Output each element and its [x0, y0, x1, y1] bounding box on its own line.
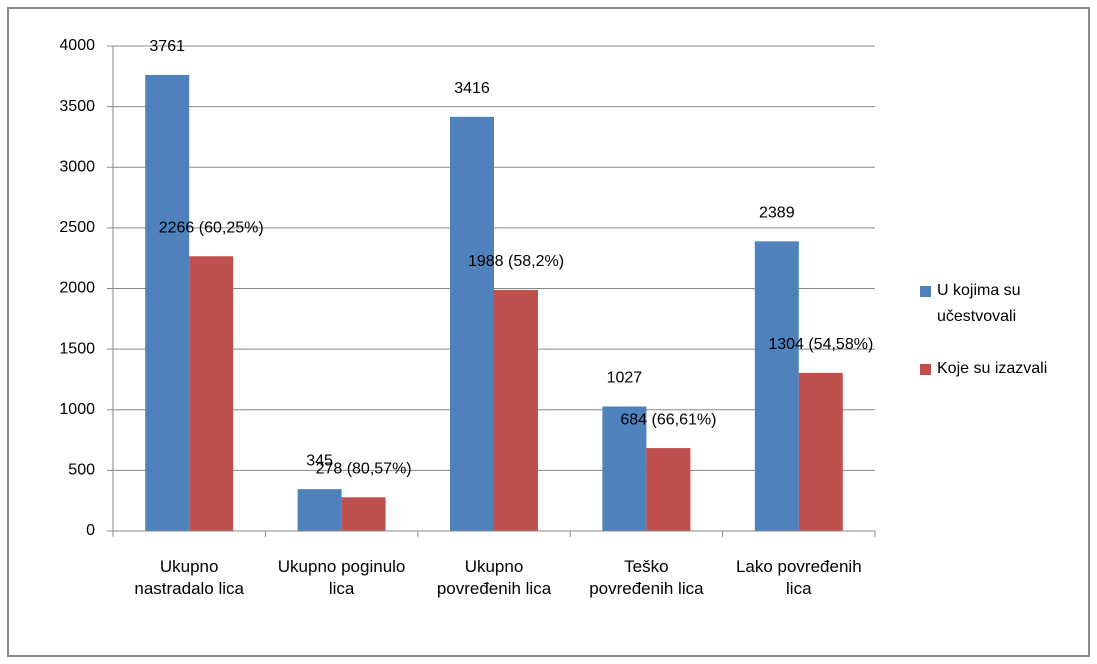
- y-tick-label: 4000: [59, 37, 95, 54]
- data-label: 3761: [149, 38, 185, 55]
- bar: [754, 241, 799, 532]
- x-tick-label: Ukupno nastradalo lica: [134, 557, 244, 598]
- y-tick-label: 1500: [59, 340, 95, 357]
- bar: [145, 74, 190, 531]
- legend-swatch: [920, 364, 931, 375]
- data-label: 2266 (60,25%): [159, 219, 264, 236]
- data-label: 684 (66,61%): [620, 411, 716, 428]
- data-label: 3416: [454, 80, 490, 97]
- data-label: 345: [306, 452, 333, 469]
- legend-swatch: [920, 286, 931, 297]
- y-tick-label: 3500: [59, 98, 95, 115]
- data-label: 2389: [759, 205, 795, 222]
- bar: [341, 497, 386, 531]
- x-tick-label: Ukupno povređenih lica: [436, 557, 552, 598]
- legend-label: Koje su izazvali: [937, 360, 1048, 377]
- x-tick-label: Teško povređenih lica: [589, 557, 704, 598]
- legend-label: U kojima su učestvovali: [937, 282, 1021, 325]
- bar: [798, 372, 843, 531]
- data-label: 1988 (58,2%): [468, 253, 564, 270]
- bar: [297, 489, 342, 531]
- bar: [494, 289, 538, 531]
- data-label: 278 (80,57%): [316, 461, 412, 478]
- y-tick-label: 500: [68, 462, 95, 479]
- bar: [189, 256, 234, 531]
- y-tick-label: 1000: [59, 401, 95, 418]
- data-label: 1027: [607, 370, 643, 387]
- x-tick-label: Lako povređenih lica: [735, 557, 862, 598]
- y-tick-label: 2500: [59, 219, 95, 236]
- y-tick-label: 2000: [59, 280, 95, 297]
- data-label: 1304 (54,58%): [768, 336, 873, 353]
- y-tick-label: 0: [86, 522, 95, 539]
- bar: [602, 406, 647, 531]
- bar: [646, 448, 691, 531]
- bar: [450, 116, 494, 531]
- y-tick-label: 3000: [59, 158, 95, 175]
- x-tick-label: Ukupno poginulo lica: [277, 557, 406, 598]
